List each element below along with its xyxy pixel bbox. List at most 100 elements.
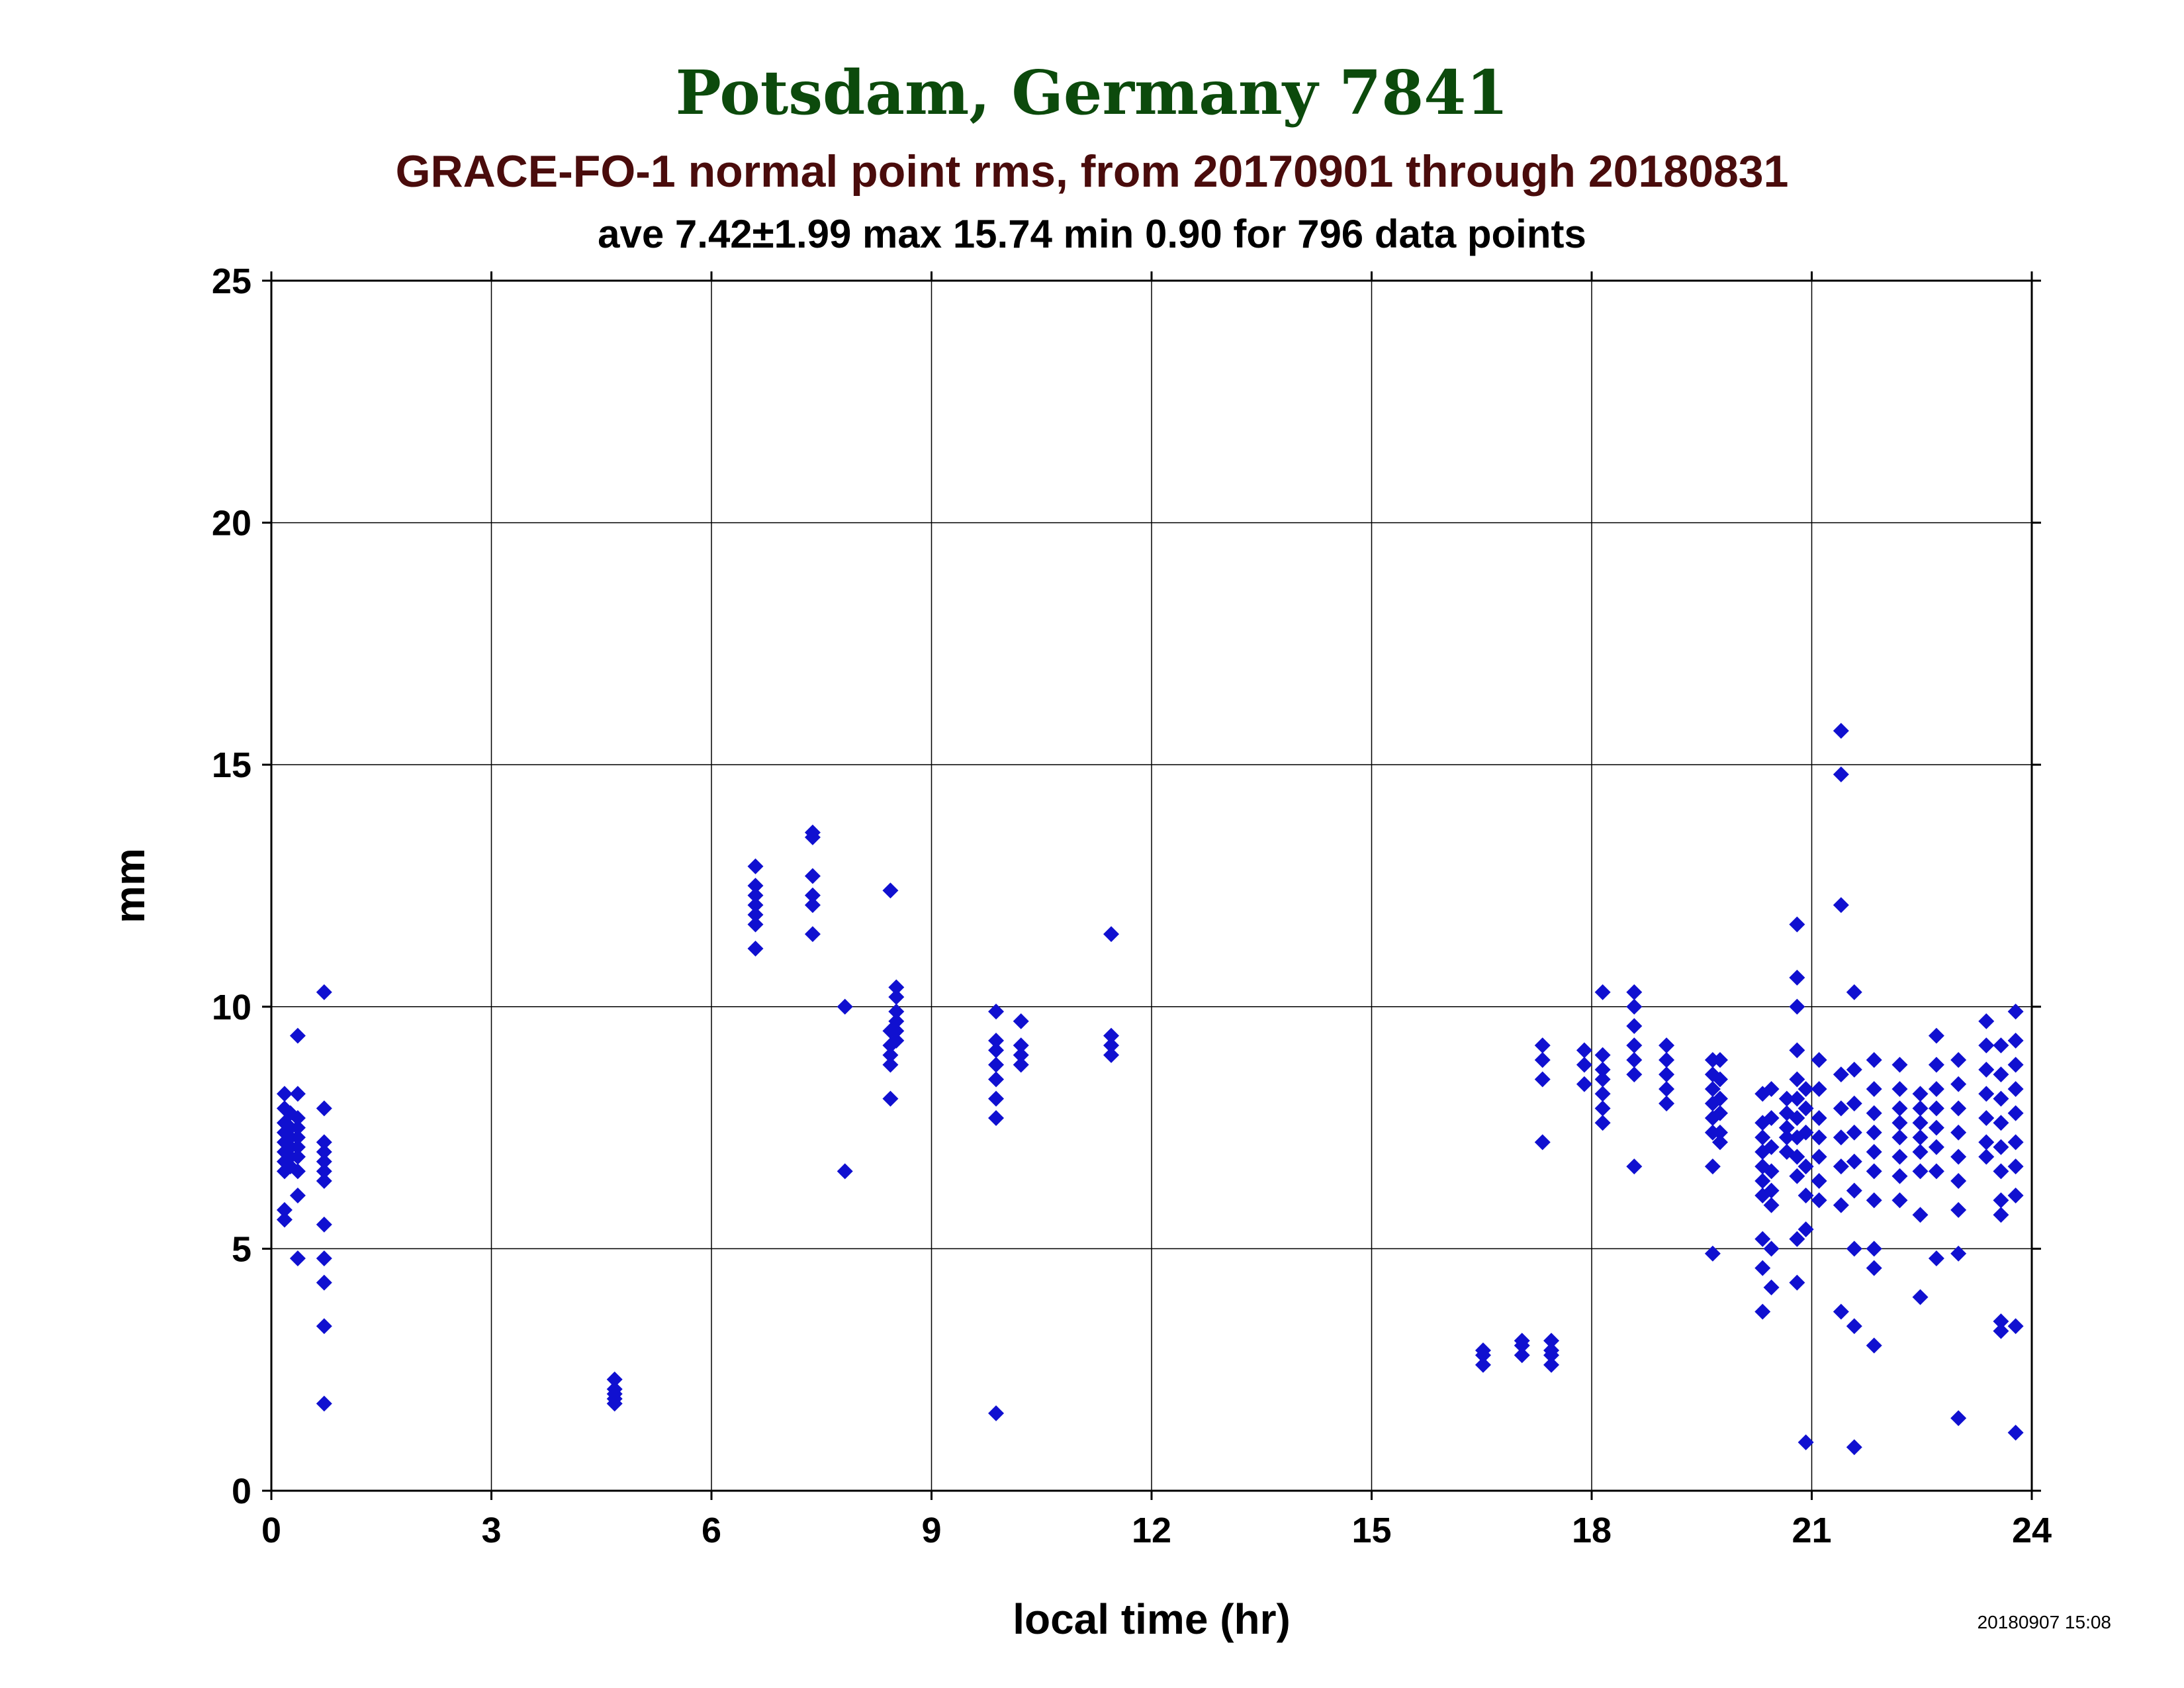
data-point	[1928, 1056, 1944, 1073]
data-point	[2007, 1056, 2024, 1073]
data-point	[1514, 1347, 1530, 1364]
data-point	[1659, 1096, 1675, 1112]
data-point	[1978, 1013, 1995, 1029]
data-point	[988, 1109, 1005, 1126]
data-point	[988, 1405, 1005, 1422]
data-point	[747, 916, 764, 933]
data-point	[747, 941, 764, 957]
y-tick-label: 10	[212, 988, 251, 1027]
data-point	[1789, 1071, 1805, 1088]
data-point	[1576, 1056, 1592, 1073]
data-point	[1891, 1100, 1908, 1117]
data-point	[1993, 1323, 2009, 1339]
data-point	[289, 1119, 306, 1136]
data-point	[747, 906, 764, 923]
data-point	[1626, 1158, 1643, 1175]
data-point	[1543, 1333, 1560, 1349]
data-point	[1103, 1027, 1120, 1044]
data-point	[1846, 1241, 1862, 1257]
data-point	[1833, 1303, 1849, 1320]
data-point	[1811, 1129, 1827, 1146]
data-point	[1928, 1119, 1944, 1136]
data-point	[1789, 969, 1805, 986]
data-point	[1993, 1139, 2009, 1155]
data-point	[1789, 1109, 1805, 1126]
data-point	[1626, 998, 1643, 1015]
x-tick-label: 15	[1351, 1511, 1391, 1550]
data-point	[1950, 1173, 1967, 1190]
data-point	[1789, 1168, 1805, 1184]
data-point	[289, 1139, 306, 1155]
data-point	[747, 897, 764, 914]
data-point	[1475, 1356, 1491, 1373]
data-point	[1866, 1081, 1882, 1098]
data-point	[1993, 1037, 2009, 1054]
data-point	[1789, 998, 1805, 1015]
data-point	[1754, 1173, 1771, 1190]
data-point	[1928, 1163, 1944, 1180]
data-point	[1993, 1207, 2009, 1223]
data-point	[1543, 1356, 1560, 1373]
data-point	[1013, 1056, 1029, 1073]
data-point	[1754, 1260, 1771, 1276]
data-point	[2007, 1158, 2024, 1175]
data-point	[1833, 1129, 1849, 1146]
data-point	[1833, 897, 1849, 914]
data-point	[289, 1109, 306, 1126]
data-point	[882, 1056, 899, 1073]
data-point	[882, 1090, 899, 1107]
data-point	[1594, 1047, 1611, 1063]
x-tick-label: 24	[2012, 1511, 2052, 1550]
data-point	[316, 1163, 332, 1180]
data-point	[1778, 1119, 1795, 1136]
data-point	[1833, 723, 1849, 739]
data-point	[888, 1023, 905, 1039]
data-point	[1978, 1109, 1995, 1126]
data-point	[316, 1274, 332, 1291]
data-point	[1811, 1081, 1827, 1098]
data-point	[1659, 1081, 1675, 1098]
data-point	[1891, 1115, 1908, 1131]
data-point	[1833, 1066, 1849, 1083]
data-point	[1704, 1245, 1721, 1262]
chart-title: Potsdam, Germany 7841	[676, 57, 1509, 128]
data-point	[1928, 1139, 1944, 1155]
data-point	[1797, 1100, 1814, 1117]
data-point	[1891, 1192, 1908, 1209]
data-point	[1912, 1115, 1929, 1131]
data-point	[1846, 1153, 1862, 1170]
data-point	[1789, 1231, 1805, 1247]
data-point	[1789, 1042, 1805, 1058]
data-point	[1846, 1318, 1862, 1335]
data-point	[804, 897, 821, 914]
data-point	[1763, 1139, 1780, 1155]
data-point	[276, 1201, 293, 1218]
y-tick-label: 20	[212, 504, 251, 543]
data-point	[882, 1047, 899, 1063]
data-point	[1846, 1096, 1862, 1112]
data-point	[1950, 1076, 1967, 1092]
data-point	[1846, 1124, 1862, 1141]
data-point	[1950, 1149, 1967, 1165]
data-point	[276, 1211, 293, 1228]
data-point	[1013, 1047, 1029, 1063]
data-point	[1978, 1149, 1995, 1165]
data-point	[1891, 1168, 1908, 1184]
data-point	[1103, 926, 1120, 943]
data-point	[747, 858, 764, 874]
data-point	[2007, 1105, 2024, 1121]
data-point	[2007, 1187, 2024, 1203]
data-point	[2007, 1425, 2024, 1441]
data-point	[1711, 1105, 1728, 1121]
data-point	[1754, 1129, 1771, 1146]
data-point	[2007, 1134, 2024, 1150]
data-point	[882, 882, 899, 899]
data-point	[888, 1032, 905, 1049]
data-point	[1891, 1149, 1908, 1165]
x-tick-label: 3	[481, 1511, 501, 1550]
data-point	[1763, 1241, 1780, 1257]
data-point	[804, 887, 821, 904]
data-point	[276, 1086, 293, 1102]
data-point	[804, 926, 821, 943]
data-point	[1866, 1144, 1882, 1160]
